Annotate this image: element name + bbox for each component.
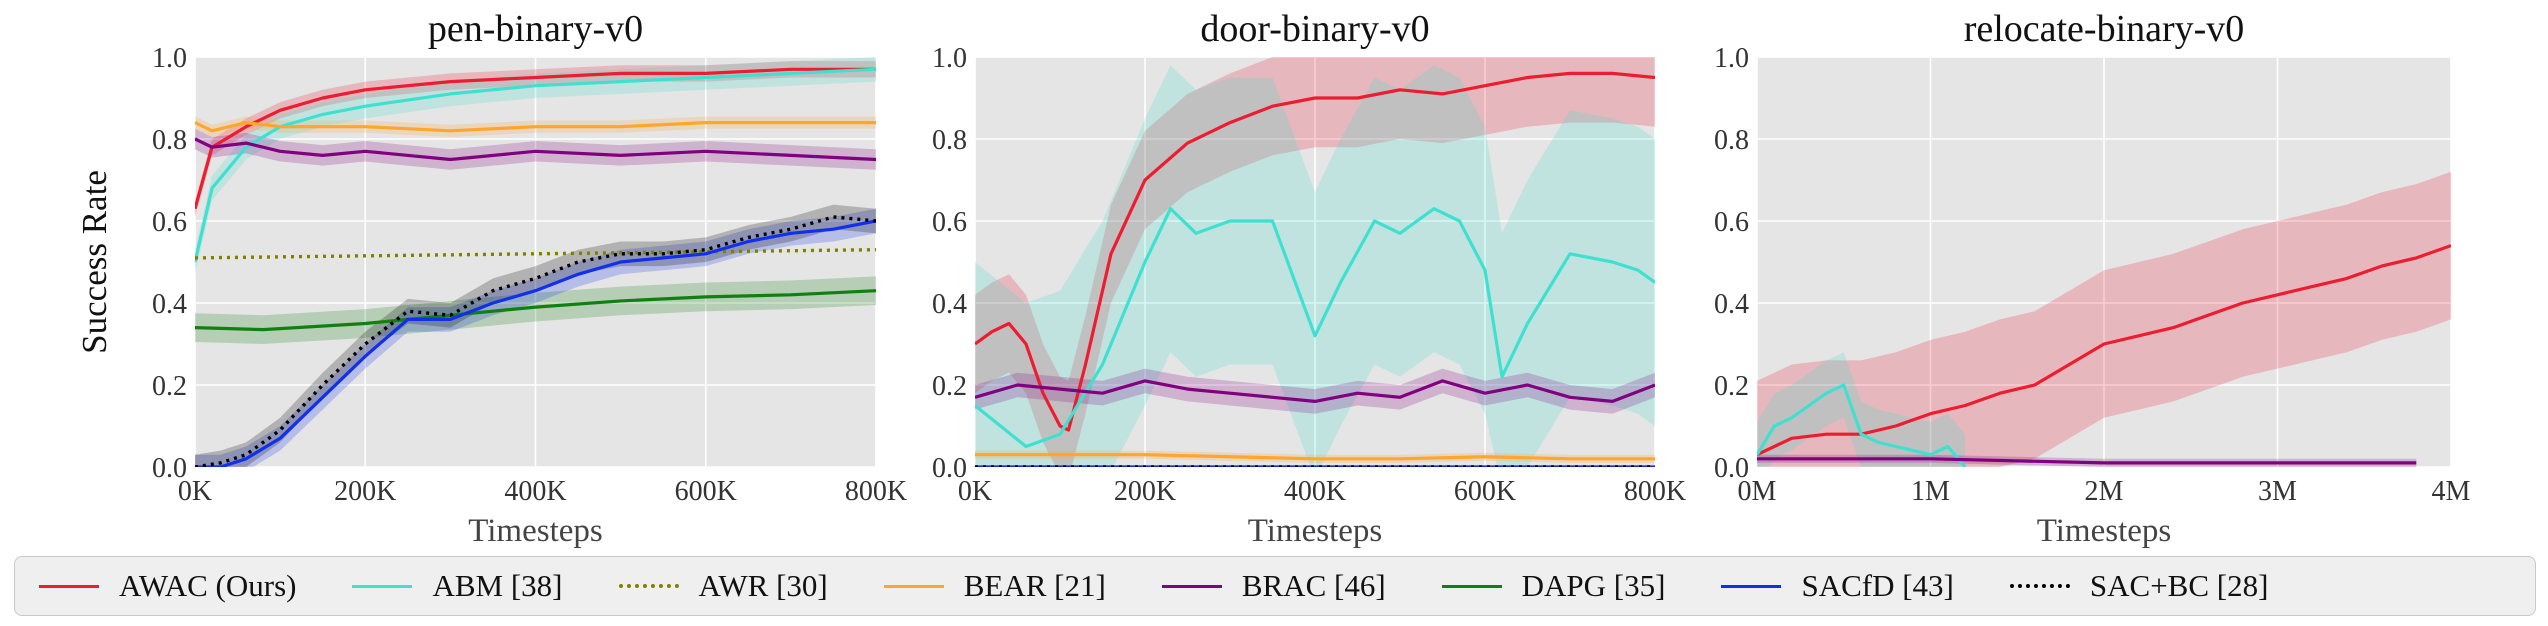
x-tick-label: 0K (958, 476, 992, 507)
legend-label: DAPG [35] (1521, 568, 1666, 603)
series-band-abm-38- (975, 65, 1655, 467)
legend-swatch (1161, 584, 1222, 588)
chart-panel-1 (194, 56, 877, 468)
x-tick-label: 0M (1738, 476, 1777, 507)
legend-swatch (1721, 584, 1782, 588)
series-line-abm-38- (195, 67, 876, 263)
y-tick-label: 0.8 (152, 125, 187, 156)
y-tick-label: 0.2 (1714, 371, 1749, 402)
legend-item: SAC+BC [28] (2009, 568, 2269, 604)
y-tick-label: 0.6 (152, 207, 187, 238)
series-band-awac-ours- (195, 61, 876, 217)
chart-title: pen-binary-v0 (428, 8, 643, 50)
y-tick-label: 0.4 (152, 289, 187, 320)
x-tick-label: 600K (1454, 476, 1516, 507)
series-band-awac-ours- (1757, 171, 2451, 467)
y-tick-label: 0.8 (932, 125, 967, 156)
legend-swatch (618, 584, 679, 588)
legend-item: BRAC [46] (1161, 568, 1386, 604)
legend-label: BRAC [46] (1241, 568, 1386, 603)
chart-title: relocate-binary-v0 (1964, 8, 2245, 50)
legend-label: ABM [38] (432, 568, 563, 603)
series-band-brac-46- (195, 128, 876, 170)
x-tick-label: 4M (2432, 476, 2471, 507)
y-tick-label: 0.4 (1714, 289, 1749, 320)
legend-label: SACfD [43] (1801, 568, 1954, 603)
series-line-brac-46- (195, 137, 876, 162)
legend-item: ABM [38] (352, 568, 563, 604)
x-tick-label: 1M (1911, 476, 1950, 507)
chart-title: door-binary-v0 (1200, 8, 1429, 50)
legend-swatch (1441, 584, 1502, 588)
chart-panel-2 (974, 56, 1656, 468)
series-line-abm-38- (975, 207, 1655, 449)
x-tick-label: 400K (504, 476, 566, 507)
series-line-abm-38- (1757, 383, 1967, 467)
y-tick-label: 1.0 (152, 43, 187, 74)
legend-item: AWR [30] (618, 568, 828, 604)
series-band-dapg-35- (195, 276, 876, 344)
legend-item: DAPG [35] (1441, 568, 1666, 604)
legend-label: AWAC (Ours) (119, 568, 297, 603)
x-tick-label: 0K (178, 476, 212, 507)
x-tick-label: 200K (334, 476, 396, 507)
legend-label: BEAR [21] (963, 568, 1106, 603)
series-line-bear-21- (975, 453, 1655, 461)
x-tick-label: 3M (2258, 476, 2297, 507)
series-line-awac-ours- (1757, 244, 2451, 457)
x-axis-label: Timesteps (468, 513, 602, 549)
y-tick-label: 0.2 (932, 371, 967, 402)
x-tick-label: 600K (675, 476, 737, 507)
x-tick-label: 800K (845, 476, 907, 507)
legend-swatch (883, 584, 944, 588)
series-line-brac-46- (1757, 457, 2417, 465)
legend-swatch (352, 584, 413, 588)
legend-swatch (39, 584, 99, 588)
series-line-sacfd-43- (195, 219, 876, 467)
legend-item: BEAR [21] (883, 568, 1106, 604)
series-band-awac-ours- (975, 57, 1655, 467)
y-tick-label: 1.0 (932, 43, 967, 74)
x-tick-label: 2M (2085, 476, 2124, 507)
legend-label: AWR [30] (698, 568, 828, 603)
series-line-dapg-35- (195, 289, 876, 332)
x-tick-label: 800K (1624, 476, 1686, 507)
y-tick-label: 0.0 (932, 453, 967, 484)
y-tick-label: 0.6 (932, 207, 967, 238)
legend-swatch (2009, 584, 2070, 588)
x-axis-label: Timesteps (2037, 513, 2171, 549)
y-tick-label: 0.4 (932, 289, 967, 320)
series-line-awac-ours- (975, 71, 1655, 432)
series-line-awr-30- (195, 248, 876, 260)
legend-item: SACfD [43] (1721, 568, 1954, 604)
legend-item: AWAC (Ours) (39, 568, 296, 604)
y-axis-label: Success Rate (75, 170, 114, 354)
chart-panel-3 (1756, 56, 2452, 468)
y-tick-label: 1.0 (1714, 43, 1749, 74)
series-line-bear-21- (195, 120, 876, 133)
series-line-brac-46- (975, 379, 1655, 403)
series-line-awac-ours- (195, 67, 876, 210)
y-tick-label: 0.8 (1714, 125, 1749, 156)
legend: AWAC (Ours) ABM [38] AWR [30] BEAR [21] BRAC… (14, 556, 2536, 616)
legend-label: SAC+BC [28] (2089, 568, 2269, 603)
y-tick-label: 0.2 (152, 371, 187, 402)
series-band-abm-38- (1757, 352, 1966, 467)
x-tick-label: 200K (1114, 476, 1176, 507)
x-tick-label: 400K (1284, 476, 1346, 507)
x-axis-label: Timesteps (1248, 513, 1382, 549)
y-tick-label: 0.0 (152, 453, 187, 484)
y-tick-label: 0.6 (1714, 207, 1749, 238)
series-band-abm-38- (195, 57, 876, 275)
y-tick-label: 0.0 (1714, 453, 1749, 484)
